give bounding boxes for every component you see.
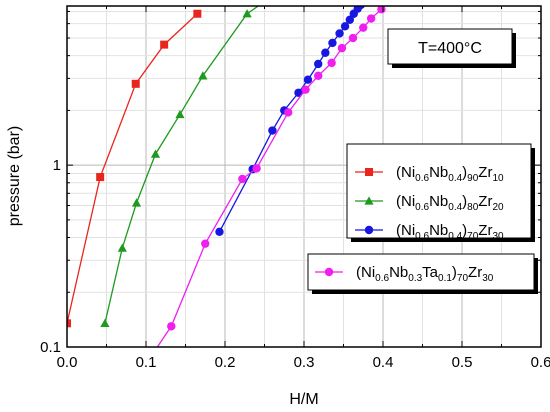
legend-entry: (Ni0.6Nb0.3Ta0.1)70Zr30 bbox=[315, 264, 494, 284]
data-point bbox=[131, 79, 140, 88]
tick-labels: 0.0 0.1 0.2 0.3 0.4 0.5 0.60.11 bbox=[40, 157, 550, 371]
data-point bbox=[201, 239, 210, 248]
data-point bbox=[314, 59, 323, 69]
series-1 bbox=[67, 9, 202, 328]
legend-marker bbox=[364, 196, 374, 205]
legend-marker bbox=[324, 267, 334, 277]
data-point bbox=[314, 71, 323, 80]
data-point bbox=[328, 38, 337, 48]
data-point bbox=[160, 40, 169, 49]
data-point bbox=[327, 58, 336, 68]
series-4 bbox=[156, 6, 386, 347]
data-point bbox=[242, 9, 252, 18]
data-point bbox=[366, 14, 376, 23]
data-point bbox=[238, 174, 247, 184]
data-point bbox=[359, 23, 368, 32]
legend-label: (Ni0.6Nb0.3Ta0.1)70Zr30 bbox=[356, 264, 494, 284]
data-point bbox=[193, 9, 202, 18]
data-point bbox=[215, 227, 224, 236]
x-tick-label: 0.6 bbox=[531, 354, 550, 371]
legend-second: (Ni0.6Nb0.3Ta0.1)70Zr30 bbox=[307, 253, 538, 294]
data-point bbox=[252, 164, 261, 173]
series-3 bbox=[215, 0, 369, 236]
annotation-box: T=400°C bbox=[387, 28, 516, 68]
legend-marker bbox=[365, 168, 373, 176]
y-tick-label: 1 bbox=[53, 157, 61, 174]
x-tick-label: 0.0 bbox=[57, 354, 78, 371]
data-point bbox=[361, 0, 369, 3]
series-layer bbox=[67, 0, 386, 347]
ticks bbox=[66, 6, 542, 348]
y-axis-label: pressure (bar) bbox=[6, 126, 23, 226]
data-point bbox=[348, 33, 358, 43]
data-point bbox=[67, 319, 71, 328]
data-point bbox=[301, 85, 310, 94]
legend-label: (Ni0.6Nb0.4)80Zr20 bbox=[396, 193, 504, 213]
series-line bbox=[104, 6, 260, 324]
data-point bbox=[100, 318, 110, 327]
data-point bbox=[198, 71, 208, 80]
legend-label: (Ni0.6Nb0.4)90Zr10 bbox=[396, 164, 504, 184]
x-tick-label: 0.3 bbox=[294, 354, 315, 371]
data-point bbox=[303, 75, 313, 84]
x-tick-label: 0.1 bbox=[136, 354, 157, 371]
legend-label: (Ni0.6Nb0.4)70Zr30 bbox=[396, 222, 504, 242]
temperature-annotation: T=400°C bbox=[418, 40, 482, 57]
y-tick-label: 0.1 bbox=[40, 339, 61, 356]
series-2 bbox=[100, 6, 260, 327]
data-point bbox=[175, 109, 185, 119]
x-axis-label: H/M bbox=[289, 391, 318, 408]
data-point bbox=[131, 198, 142, 207]
x-tick-label: 0.2 bbox=[215, 354, 236, 371]
legend-entry: (Ni0.6Nb0.4)90Zr10 bbox=[355, 164, 504, 184]
data-point bbox=[335, 29, 344, 38]
legend-main: (Ni0.6Nb0.4)90Zr10 (Ni0.6Nb0.4)80Zr20 (Ni0… bbox=[346, 143, 535, 242]
data-point bbox=[284, 108, 293, 117]
data-point bbox=[150, 149, 161, 158]
data-point bbox=[356, 6, 365, 10]
data-point bbox=[268, 126, 277, 135]
data-point bbox=[377, 6, 386, 14]
x-tick-label: 0.5 bbox=[452, 354, 473, 371]
data-point bbox=[340, 22, 350, 31]
data-point bbox=[321, 48, 330, 57]
data-point bbox=[96, 173, 105, 182]
legend-entry: (Ni0.6Nb0.4)80Zr20 bbox=[355, 193, 504, 213]
data-point bbox=[167, 322, 176, 331]
data-point bbox=[337, 43, 347, 53]
legend-marker bbox=[364, 225, 374, 235]
data-point bbox=[294, 88, 303, 97]
legend-entry: (Ni0.6Nb0.4)70Zr30 bbox=[355, 222, 504, 242]
data-point bbox=[117, 243, 127, 252]
x-tick-label: 0.4 bbox=[373, 354, 394, 371]
data-point bbox=[345, 15, 355, 24]
